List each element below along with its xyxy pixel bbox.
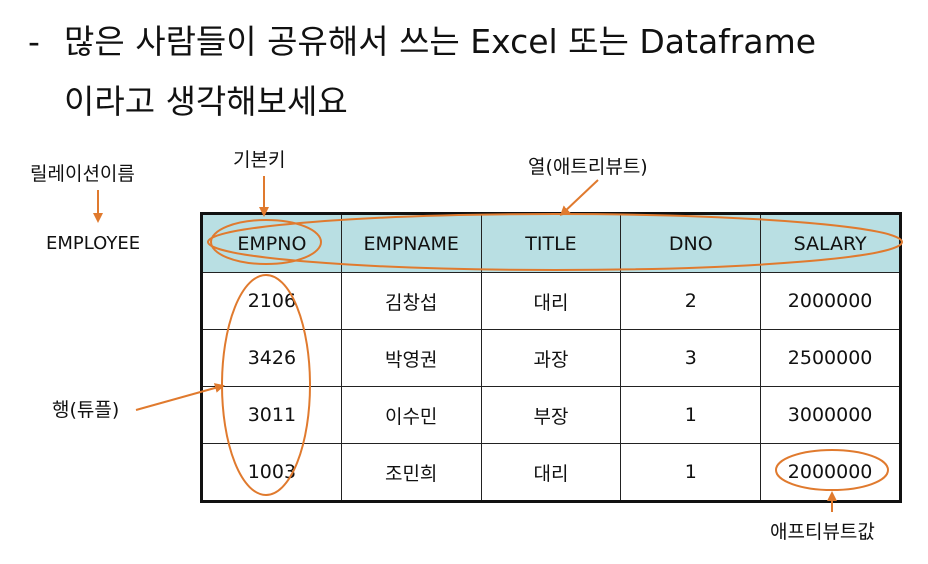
column-header-dno: DNO <box>620 213 762 273</box>
table-cell: 1003 <box>201 443 342 502</box>
table-cell: 대리 <box>480 272 622 330</box>
attribute-arrow <box>559 179 599 217</box>
column-header-empno: EMPNO <box>201 213 342 273</box>
table-cell: 3011 <box>201 386 342 444</box>
table-cell: 이수민 <box>340 386 482 444</box>
tuple-label: 행(튜플) <box>52 399 120 421</box>
table-header-row: EMPNO EMPNAME TITLE DNO SALARY <box>201 213 901 273</box>
table-cell: 2106 <box>201 272 342 330</box>
relation-name-label: 릴레이션이름 <box>30 163 135 185</box>
table-cell: 3000000 <box>760 386 901 444</box>
table-cell: 부장 <box>480 386 622 444</box>
heading-line-1: 많은 사람들이 공유해서 쓰는 Excel 또는 Dataframe <box>64 22 817 61</box>
table-cell: 박영권 <box>340 329 482 387</box>
attribute-label: 열(애트리뷰트) <box>528 156 648 178</box>
table-row: 3011 이수민 부장 1 3000000 <box>201 386 901 444</box>
relation-name-value: EMPLOYEE <box>46 233 141 254</box>
heading-line-2: 이라고 생각해보세요 <box>64 82 348 121</box>
column-header-title: TITLE <box>480 213 622 273</box>
table-cell: 3 <box>620 329 762 387</box>
table-row: 1003 조민희 대리 1 2000000 <box>201 443 901 502</box>
column-header-salary: SALARY <box>760 213 901 273</box>
table-cell: 2000000 <box>760 443 901 502</box>
employee-relation-table: EMPNO EMPNAME TITLE DNO SALARY 2106 김창섭 … <box>200 212 902 503</box>
table-cell: 2 <box>620 272 762 330</box>
table-row: 2106 김창섭 대리 2 2000000 <box>201 272 901 330</box>
table-cell: 3426 <box>201 329 342 387</box>
table-cell: 조민희 <box>340 443 482 502</box>
table-cell: 1 <box>620 443 762 502</box>
bullet-dash: - <box>28 22 40 61</box>
primary-key-label: 기본키 <box>233 149 286 171</box>
table-row: 3426 박영권 과장 3 2500000 <box>201 329 901 387</box>
table-cell: 1 <box>620 386 762 444</box>
column-header-empname: EMPNAME <box>340 213 482 273</box>
table-cell: 대리 <box>480 443 622 502</box>
table-cell: 2000000 <box>760 272 901 330</box>
table-cell: 김창섭 <box>340 272 482 330</box>
table-cell: 2500000 <box>760 329 901 387</box>
attribute-value-label: 애프티뷰트값 <box>770 521 875 543</box>
table-cell: 과장 <box>480 329 622 387</box>
